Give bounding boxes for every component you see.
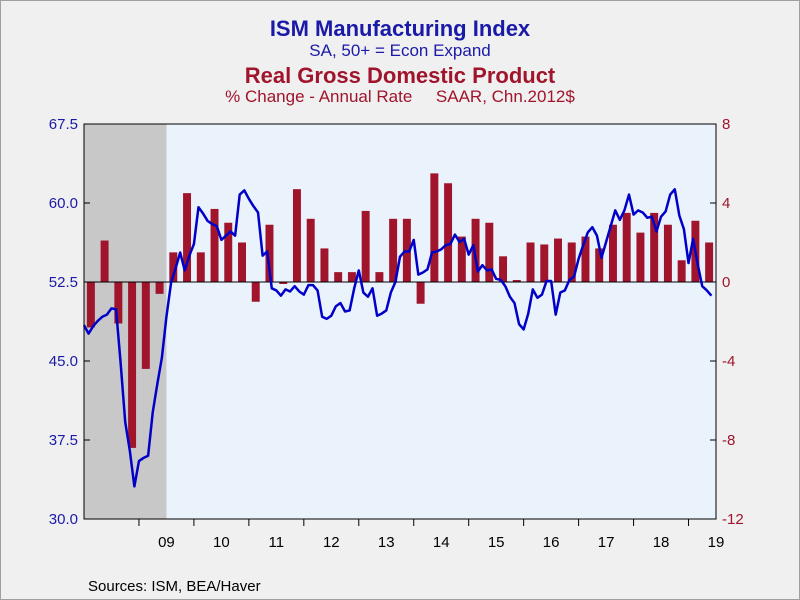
gdp-bar [430,173,439,283]
gdp-bar [512,280,521,282]
gdp-bar [567,242,576,282]
x-tick-label: 11 [269,534,285,551]
x-tick-label: 16 [543,534,560,551]
gdp-bar [141,282,150,369]
ism-subtitle: SA, 50+ = Econ Expand [309,41,491,60]
right-tick-label: -12 [722,511,744,528]
gdp-bar [581,236,590,282]
right-tick-label: 4 [722,195,730,212]
gdp-subtitle: % Change - Annual Rate SAAR, Chn.2012$ [225,87,575,106]
gdp-bar [471,218,480,282]
x-tick-label: 15 [488,534,505,551]
gdp-bar [210,208,219,282]
gdp-bar [306,218,315,282]
left-tick-label: 30.0 [49,511,78,528]
gdp-bar [86,282,95,328]
gdp-bar [128,282,137,448]
gdp-bar [677,260,686,282]
gdp-bar [636,232,645,283]
gdp-bar [622,212,631,283]
gdp-bar [169,252,178,283]
left-tick-label: 60.0 [49,195,78,212]
ism-line [82,188,713,488]
x-tick-label: 09 [158,534,175,551]
right-tick-label: 8 [722,116,730,133]
gdp-bar [279,282,288,284]
left-tick-label: 67.5 [49,116,78,133]
ism-title: ISM Manufacturing Index [269,16,531,41]
x-tick-label: 13 [378,534,395,551]
gdp-bar [100,240,109,282]
gdp-bar [265,224,274,282]
gdp-bar [183,193,192,283]
left-tick-label: 45.0 [49,353,78,370]
right-tick-label: -4 [722,353,735,370]
gdp-bar [320,248,329,282]
gdp-bar [663,224,672,282]
gdp-bar [389,218,398,282]
x-tick-label: 10 [213,534,230,551]
gdp-bar [416,282,425,304]
gdp-bar [608,224,617,282]
gdp-bar [540,244,549,282]
gdp-bar [292,189,301,282]
gdp-bar [251,282,260,302]
x-tick-label: 17 [598,534,615,551]
gdp-bar [334,272,343,283]
gdp-bar [444,183,453,282]
right-tick-label: -8 [722,432,735,449]
plot-area [84,124,716,519]
gdp-bar [196,252,205,283]
chart-titles: ISM Manufacturing Index SA, 50+ = Econ E… [0,16,800,106]
x-tick-label: 18 [653,534,670,551]
gdp-bar [499,256,508,282]
gdp-bar [361,210,370,282]
gdp-bar [705,242,714,282]
left-tick-label: 52.5 [49,274,78,291]
gdp-bar [224,222,233,282]
gdp-bar [114,282,123,324]
gdp-bar [554,238,562,282]
gdp-title: Real Gross Domestic Product [244,63,556,88]
left-tick-label: 37.5 [49,432,78,449]
gdp-bar [375,272,384,283]
x-tick-label: 14 [433,534,450,551]
gdp-bar [457,236,466,282]
gdp-bar [485,222,494,282]
x-tick-label: 19 [708,534,725,551]
right-tick-label: 0 [722,274,730,291]
gdp-bar [155,282,164,294]
gdp-bar [526,242,535,282]
source-note: Sources: ISM, BEA/Haver [88,578,261,595]
x-tick-label: 12 [323,534,340,551]
gdp-bar [238,242,246,282]
gdp-bar [650,212,659,283]
gdp-bar [347,272,356,283]
plot-border [83,123,717,520]
gdp-bar [595,248,604,282]
